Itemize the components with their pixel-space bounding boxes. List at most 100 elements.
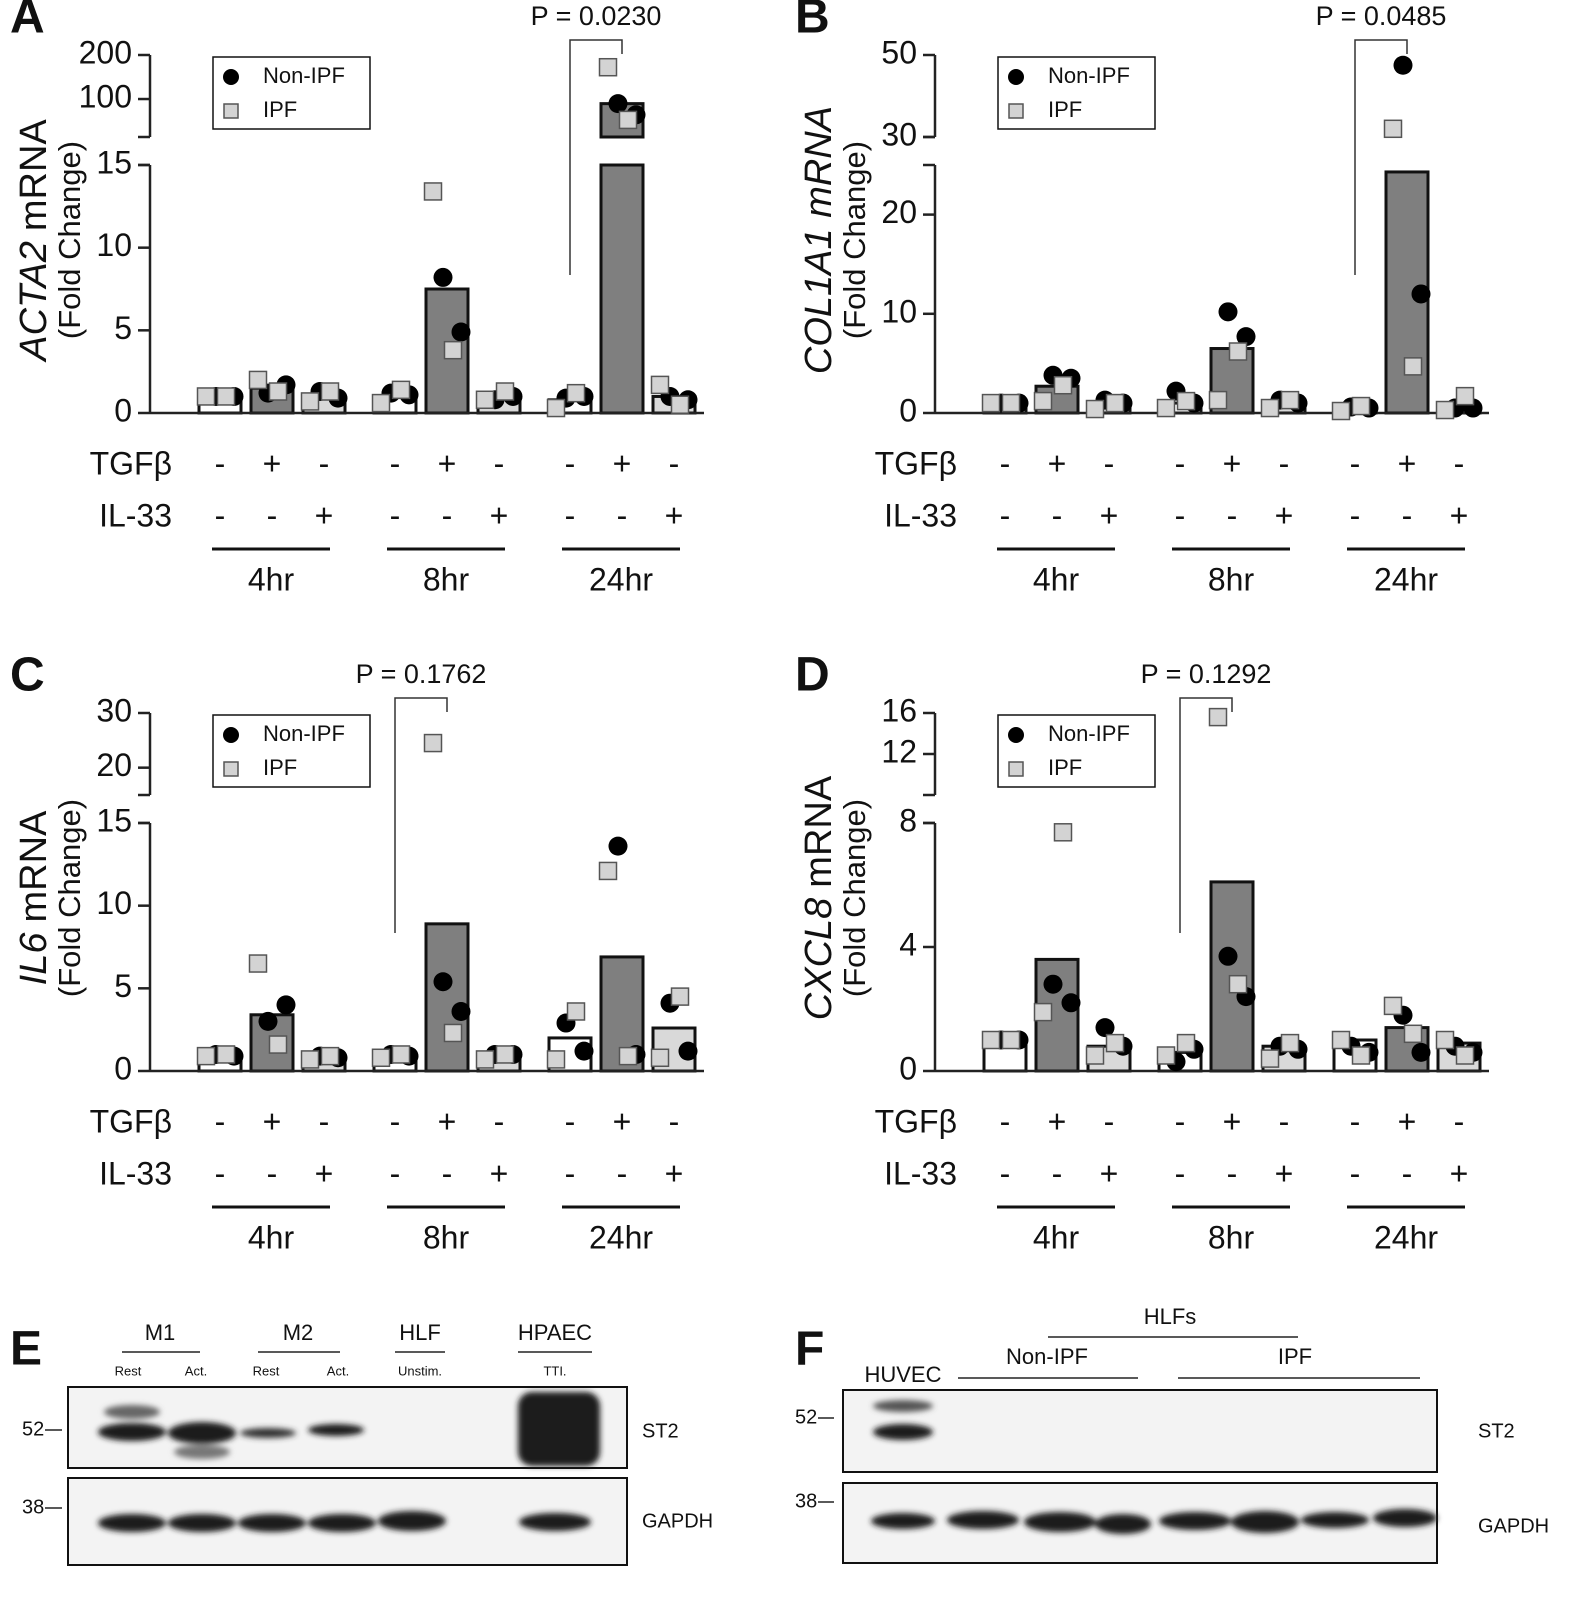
y-axis-title: ACTA2 mRNA [13,119,55,363]
point [1033,1002,1053,1022]
condition-mark: - [1000,1155,1011,1191]
y-tick-label: 30 [96,692,132,728]
condition-mark: + [1223,1103,1242,1139]
point [1331,1030,1351,1050]
point [670,987,690,1006]
group-label: 4hr [248,561,295,597]
point [618,110,638,130]
point [475,390,495,410]
point [276,995,296,1015]
y-tick-label: 50 [881,34,917,70]
y-axis-title-part: COL1A1 mRNA [798,106,840,374]
legend-marker [1008,761,1024,777]
condition-mark: - [442,497,453,533]
point [1085,1046,1105,1065]
y-tick-label: 15 [96,802,132,838]
condition-mark: - [617,1155,628,1191]
point [598,57,618,77]
lane-supergroup: HLFs [1144,1304,1197,1329]
point [1061,993,1081,1013]
condition-mark: + [665,1155,684,1191]
condition-mark: + [1275,1155,1294,1191]
point [320,1046,340,1066]
condition-mark: - [390,497,401,533]
condition-mark: - [267,1155,278,1191]
point [1403,1024,1423,1044]
point [1393,55,1413,75]
point [1053,823,1073,842]
panel-letter: E [10,1323,42,1376]
legend-label: IPF [263,97,297,122]
condition-mark: + [1100,1155,1119,1191]
point [248,370,268,390]
lane-group: HLF [399,1320,441,1345]
point [1260,1049,1280,1068]
condition-mark: + [490,1155,509,1191]
condition-mark: - [1350,1155,1361,1191]
condition-mark: + [1450,1155,1469,1191]
condition-mark: - [1350,497,1361,533]
group-label: 4hr [1033,1219,1080,1255]
condition-mark: - [390,445,401,481]
bar [599,163,645,415]
point [300,392,320,411]
condition-mark: + [1450,497,1469,533]
p-value: P = 0.1292 [1141,659,1272,689]
group-label: 8hr [1208,1219,1255,1255]
condition-mark: + [1048,1103,1067,1139]
condition-mark: - [1175,445,1186,481]
panel-letter: B [795,0,830,44]
condition-mark: - [669,1103,680,1139]
significance-bracket [1179,697,1233,933]
condition-mark: + [665,497,684,533]
y-tick-label: 16 [881,692,917,728]
condition-mark: - [669,445,680,481]
point [1260,398,1280,418]
chart: D 0 4 8 12 16 Non-IPF IPF TGFβ - + - - + - - + - IL-33 - - + -… [795,649,1489,1255]
protein-label: ST2 [642,1420,679,1442]
point [1001,393,1021,413]
point [1218,302,1238,322]
condition-mark: - [215,497,226,533]
legend-marker [223,69,239,85]
condition-mark: - [1402,497,1413,533]
y-axis-title-part: ACTA2 [13,241,55,363]
legend-marker [1008,69,1024,85]
condition-mark: - [1052,497,1063,533]
condition-label: IL-33 [884,497,957,533]
point [546,1050,566,1069]
panel-letter: D [795,649,830,702]
y-axis-title: IL6 mRNA [13,810,55,985]
y-tick-label: 30 [881,116,917,152]
condition-mark: - [1175,497,1186,533]
condition-mark: - [565,445,576,481]
condition-mark: - [1000,445,1011,481]
point [650,375,670,395]
legend-box [997,714,1156,788]
legend-marker [223,727,239,743]
point [268,1035,288,1054]
condition-mark: - [215,445,226,481]
point [1383,119,1403,139]
lane-label: Unstim. [398,1363,442,1378]
y-tick-label: 200 [79,34,132,70]
y-tick-label: 0 [899,1050,917,1086]
point [1455,386,1475,406]
legend-label: IPF [1048,97,1082,122]
condition-mark: + [1223,445,1242,481]
point [546,398,566,418]
point [300,1050,320,1069]
legend-box [212,714,371,788]
legend-marker [223,761,239,777]
legend-label: Non-IPF [263,721,345,746]
point [258,1011,278,1031]
condition-mark: - [1227,497,1238,533]
legend-label: IPF [263,755,297,780]
condition-mark: - [494,445,505,481]
point [678,1041,698,1061]
lane-group: HPAEC [518,1320,592,1345]
point [1403,357,1423,376]
condition-mark: - [1454,1103,1465,1139]
point [268,382,288,401]
